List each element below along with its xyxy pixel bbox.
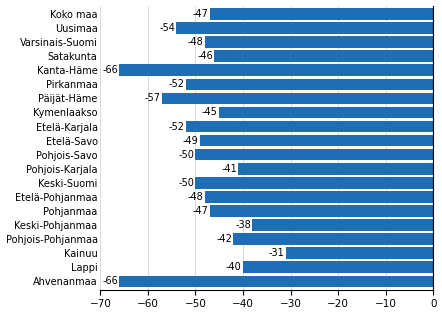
- Text: -50: -50: [178, 178, 194, 188]
- Text: -54: -54: [159, 23, 175, 33]
- Bar: [210, 205, 433, 217]
- Text: -31: -31: [269, 248, 284, 258]
- Bar: [205, 36, 433, 48]
- Bar: [200, 135, 433, 146]
- Text: -49: -49: [183, 135, 199, 146]
- Text: -40: -40: [226, 262, 242, 272]
- Bar: [214, 50, 433, 62]
- Bar: [195, 177, 433, 189]
- Text: -45: -45: [202, 107, 218, 117]
- Text: -50: -50: [178, 150, 194, 160]
- Text: -66: -66: [102, 65, 118, 75]
- Text: -52: -52: [168, 79, 184, 89]
- Bar: [205, 191, 433, 203]
- Bar: [162, 93, 433, 104]
- Bar: [186, 121, 433, 132]
- Text: -66: -66: [102, 276, 118, 286]
- Text: -46: -46: [197, 51, 213, 61]
- Bar: [286, 247, 433, 259]
- Text: -41: -41: [221, 164, 237, 174]
- Bar: [252, 219, 433, 231]
- Bar: [219, 107, 433, 118]
- Bar: [176, 22, 433, 34]
- Text: -48: -48: [188, 37, 203, 47]
- Text: -52: -52: [168, 122, 184, 132]
- Bar: [233, 233, 433, 245]
- Bar: [243, 261, 433, 273]
- Bar: [119, 65, 433, 76]
- Text: -57: -57: [145, 94, 161, 103]
- Text: -47: -47: [192, 206, 208, 216]
- Bar: [238, 163, 433, 175]
- Bar: [210, 8, 433, 20]
- Text: -47: -47: [192, 9, 208, 19]
- Bar: [186, 78, 433, 90]
- Text: -38: -38: [235, 220, 251, 230]
- Bar: [119, 276, 433, 287]
- Text: -42: -42: [216, 234, 232, 244]
- Bar: [195, 149, 433, 160]
- Text: -48: -48: [188, 192, 203, 202]
